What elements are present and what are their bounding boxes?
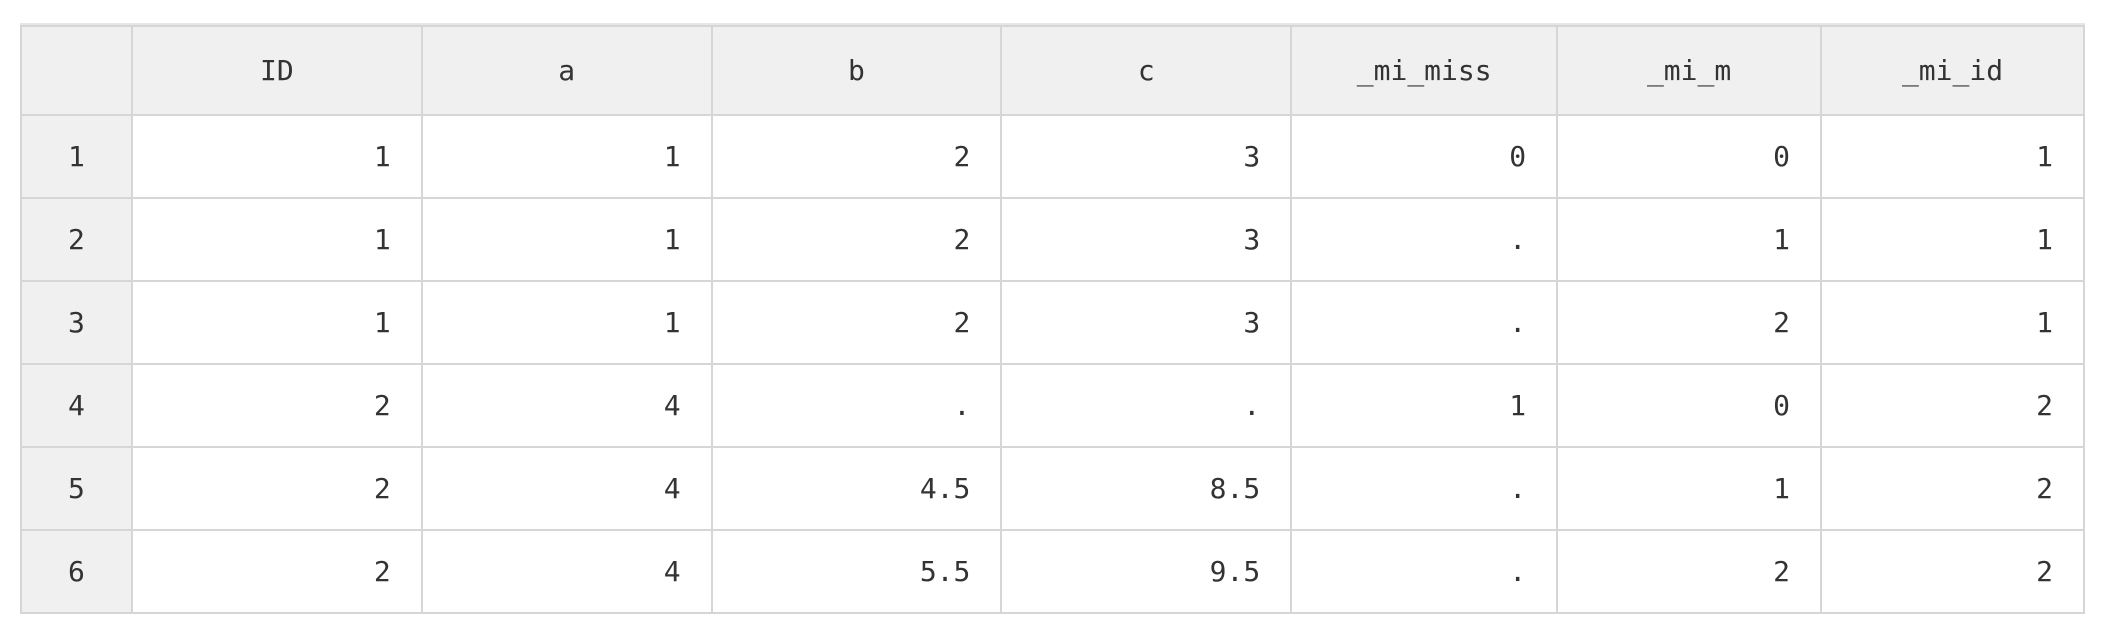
cell[interactable]: .: [710, 363, 1003, 448]
cell[interactable]: 2: [1556, 529, 1823, 614]
cell[interactable]: 4: [420, 446, 713, 531]
cell[interactable]: 4: [420, 529, 713, 614]
table-body: 1 1 1 2 3 0 0 1 2 1 1 2 3. 1 1 3 1 1 2 3. 2 1 4 2 4.. 1 0 2 5 2 4 4.5 8.…: [20, 114, 2085, 614]
cell[interactable]: 1: [1820, 197, 2085, 282]
cell[interactable]: 0: [1556, 114, 1823, 199]
table-row: 5 2 4 4.5 8.5. 1 2: [20, 446, 2085, 531]
cell[interactable]: 1: [1556, 446, 1823, 531]
cell[interactable]: 1: [1556, 197, 1823, 282]
column-header[interactable]: _mi_miss: [1290, 25, 1559, 116]
cell[interactable]: 2: [710, 114, 1003, 199]
row-number[interactable]: 3: [20, 280, 133, 365]
cell[interactable]: 1: [1820, 114, 2085, 199]
corner-cell: [20, 25, 133, 116]
cell[interactable]: .: [1290, 197, 1559, 282]
cell[interactable]: 1: [130, 197, 423, 282]
row-number[interactable]: 6: [20, 529, 133, 614]
cell[interactable]: 5.5: [710, 529, 1003, 614]
cell[interactable]: 2: [1556, 280, 1823, 365]
cell[interactable]: 0: [1556, 363, 1823, 448]
cell[interactable]: 2: [1820, 529, 2085, 614]
cell[interactable]: .: [1000, 363, 1293, 448]
cell[interactable]: 1: [1290, 363, 1559, 448]
cell[interactable]: 3: [1000, 280, 1293, 365]
cell[interactable]: 1: [1820, 280, 2085, 365]
cell[interactable]: 1: [420, 280, 713, 365]
row-number[interactable]: 1: [20, 114, 133, 199]
cell[interactable]: 1: [130, 114, 423, 199]
cell[interactable]: 2: [710, 197, 1003, 282]
cell[interactable]: .: [1290, 446, 1559, 531]
cell[interactable]: 2: [1820, 446, 2085, 531]
cell[interactable]: 2: [1820, 363, 2085, 448]
column-header[interactable]: _mi_m: [1556, 25, 1823, 116]
row-number[interactable]: 4: [20, 363, 133, 448]
table-row: 6 2 4 5.5 9.5. 2 2: [20, 529, 2085, 614]
column-header[interactable]: b: [710, 25, 1003, 116]
column-header[interactable]: a: [420, 25, 713, 116]
cell[interactable]: 2: [710, 280, 1003, 365]
cell[interactable]: 4.5: [710, 446, 1003, 531]
cell[interactable]: 2: [130, 363, 423, 448]
column-header[interactable]: c: [1000, 25, 1293, 116]
cell[interactable]: 1: [130, 280, 423, 365]
column-header[interactable]: ID: [130, 25, 423, 116]
cell[interactable]: 1: [420, 114, 713, 199]
cell[interactable]: 3: [1000, 114, 1293, 199]
row-number[interactable]: 2: [20, 197, 133, 282]
cell[interactable]: 2: [130, 529, 423, 614]
cell[interactable]: 0: [1290, 114, 1559, 199]
cell[interactable]: .: [1290, 529, 1559, 614]
cell[interactable]: 3: [1000, 197, 1293, 282]
header-row: ID a b c _mi_miss _mi_m _mi_id: [20, 25, 2085, 116]
cell[interactable]: 2: [130, 446, 423, 531]
cell[interactable]: .: [1290, 280, 1559, 365]
cell[interactable]: 9.5: [1000, 529, 1293, 614]
row-number[interactable]: 5: [20, 446, 133, 531]
cell[interactable]: 1: [420, 197, 713, 282]
cell[interactable]: 4: [420, 363, 713, 448]
column-header[interactable]: _mi_id: [1820, 25, 2085, 116]
cell[interactable]: 8.5: [1000, 446, 1293, 531]
